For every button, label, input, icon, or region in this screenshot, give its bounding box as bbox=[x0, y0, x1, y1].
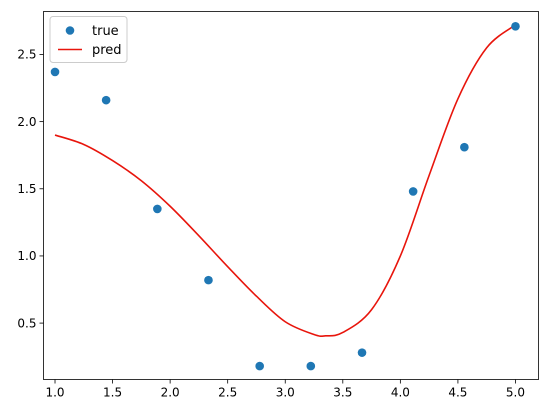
y-tick-label: 1.5 bbox=[17, 182, 36, 196]
series-true-point bbox=[50, 67, 60, 77]
series-true-point bbox=[153, 204, 162, 214]
x-tick-label: 3.0 bbox=[276, 386, 295, 400]
x-tick-label: 1.0 bbox=[45, 386, 64, 400]
plot-frame bbox=[43, 11, 539, 380]
legend: true pred bbox=[49, 16, 128, 63]
y-tick-label: 2.5 bbox=[17, 48, 36, 62]
series-true-point bbox=[408, 187, 418, 196]
series-true-point bbox=[255, 361, 264, 371]
legend-marker-true bbox=[65, 26, 75, 35]
x-tick-label: 2.5 bbox=[218, 386, 237, 400]
series-true-point bbox=[101, 95, 111, 105]
x-tick-label: 5.0 bbox=[506, 386, 525, 400]
x-tick-label: 4.5 bbox=[448, 386, 467, 400]
legend-label-true: true bbox=[92, 24, 119, 39]
series-pred-line bbox=[54, 24, 516, 337]
y-tick-label: 2.0 bbox=[17, 115, 36, 129]
series-true-point bbox=[204, 275, 213, 285]
x-tick-label: 3.5 bbox=[333, 386, 352, 400]
x-tick-label: 4.0 bbox=[391, 386, 410, 400]
x-tick-label: 2.0 bbox=[161, 386, 180, 400]
y-tick-label: 0.5 bbox=[17, 316, 36, 330]
series-true-point bbox=[511, 21, 520, 31]
legend-label-pred: pred bbox=[92, 43, 122, 58]
series-true-point bbox=[357, 348, 367, 357]
series-true-point bbox=[460, 142, 469, 152]
x-tick-label: 1.5 bbox=[103, 386, 122, 400]
series-true-point bbox=[306, 361, 316, 371]
y-tick-label: 1.0 bbox=[17, 249, 36, 263]
